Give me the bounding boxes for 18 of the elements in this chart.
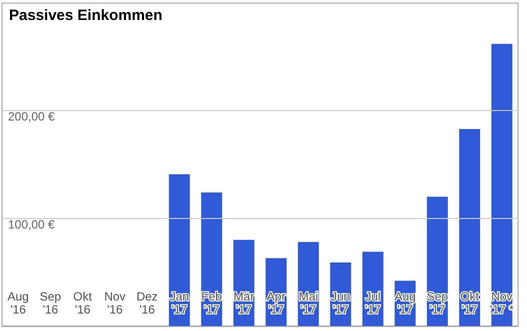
x-tick-label: Jun '17 [330, 290, 350, 316]
x-tick-label: Jan '17 [170, 290, 190, 316]
x-tick-label: Dez '16 [136, 290, 158, 316]
x-tick-label: Sep '17 [426, 290, 448, 316]
chart-title: Passives Einkommen [9, 7, 162, 24]
x-tick-label: Mär '17 [234, 290, 254, 316]
y-tick-label: 200,00 € [8, 110, 56, 124]
x-tick-label: Feb '17 [201, 290, 222, 316]
x-tick-label: Mai '17 [298, 290, 318, 316]
y-tick-label: 100,00 € [8, 217, 56, 232]
x-tick-label: Nov '16 [104, 290, 126, 316]
x-tick-label: Aug '17 [394, 290, 416, 316]
x-tick-label: Sep '16 [40, 290, 62, 316]
x-tick-label: Okt '16 [73, 290, 93, 316]
x-tick-label: Aug '16 [7, 290, 29, 316]
x-tick-label: Jul '17 [365, 290, 382, 316]
x-tick-label: Apr '17 [266, 290, 286, 316]
x-tick-label: Okt '17 [460, 290, 480, 316]
